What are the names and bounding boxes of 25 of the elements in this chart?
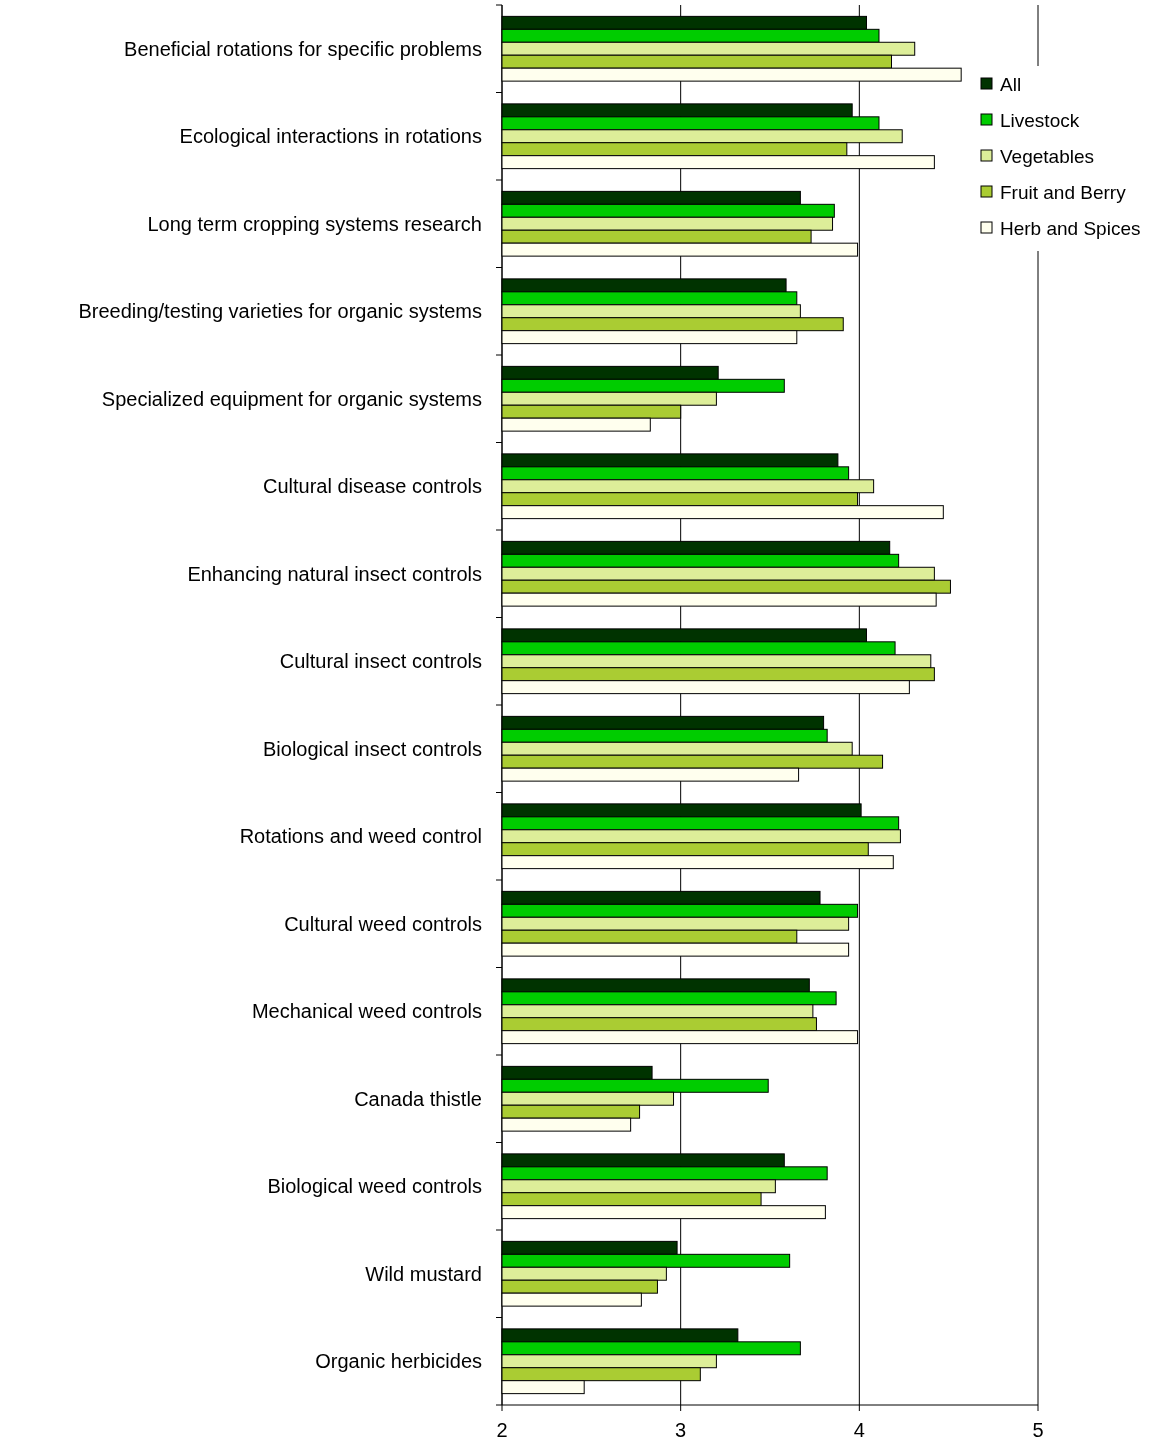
y-tick-label: Organic herbicides bbox=[315, 1350, 482, 1373]
y-tick-label: Beneficial rotations for specific problems bbox=[124, 37, 482, 60]
y-tick-label: Wild mustard bbox=[365, 1262, 482, 1285]
y-tick-label: Cultural weed controls bbox=[284, 912, 482, 935]
legend-label: Vegetables bbox=[1000, 146, 1095, 167]
y-tick-label: Rotations and weed control bbox=[239, 825, 482, 848]
x-tick-label: 4 bbox=[853, 1419, 865, 1441]
legend-label: Livestock bbox=[1000, 110, 1080, 131]
x-tick-label: 3 bbox=[675, 1419, 687, 1441]
legend-label: Herb and Spices bbox=[1000, 218, 1141, 239]
y-tick-label: Biological insect controls bbox=[263, 737, 482, 760]
y-tick-label: Biological weed controls bbox=[267, 1175, 482, 1198]
y-tick-label: Specialized equipment for organic systems bbox=[101, 387, 482, 410]
legend-label: Fruit and Berry bbox=[1000, 182, 1127, 203]
y-tick-label: Long term cropping systems research bbox=[147, 212, 482, 235]
legend-label: All bbox=[1000, 74, 1022, 95]
y-tick-label: Cultural disease controls bbox=[263, 475, 482, 498]
y-tick-label: Mechanical weed controls bbox=[251, 1000, 482, 1023]
x-tick-label: 5 bbox=[1032, 1419, 1044, 1441]
x-tick-label: 2 bbox=[496, 1419, 508, 1441]
y-tick-label: Enhancing natural insect controls bbox=[187, 562, 482, 585]
y-tick-label: Canada thistle bbox=[354, 1087, 482, 1110]
y-tick-label: Breeding/testing varieties for organic systems bbox=[78, 300, 482, 323]
y-tick-label: Cultural insect controls bbox=[279, 650, 482, 673]
y-tick-label: Ecological interactions in rotations bbox=[179, 125, 482, 148]
